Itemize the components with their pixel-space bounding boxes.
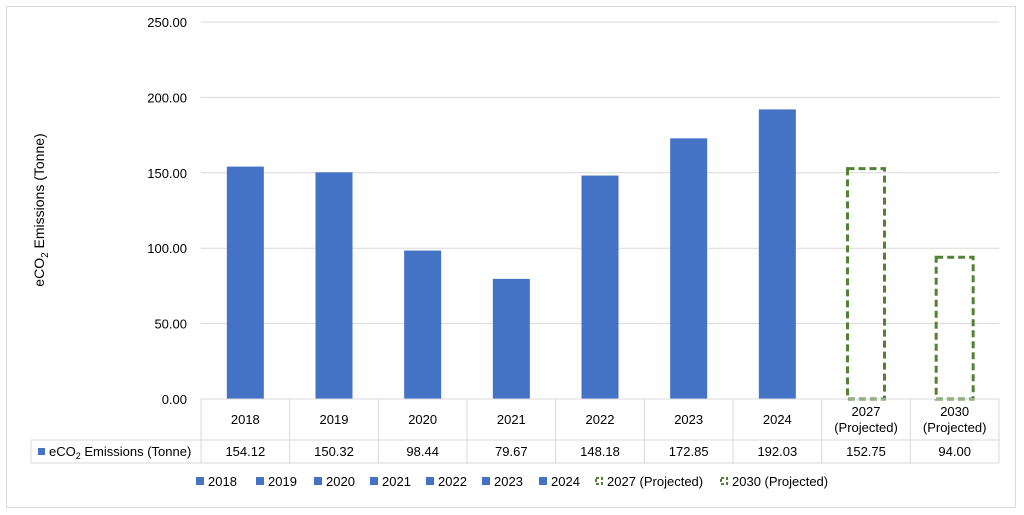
- y-tick-label: 200.00: [147, 90, 187, 105]
- bar: [758, 109, 796, 399]
- legend-key: [426, 477, 434, 485]
- table-value: 98.44: [406, 444, 439, 459]
- y-tick-label: 250.00: [147, 15, 187, 30]
- table-value: 154.12: [225, 444, 265, 459]
- bar-projected: [846, 167, 886, 401]
- legend-label: 2024: [551, 474, 580, 489]
- x-tick-label-sub: (Projected): [834, 420, 898, 435]
- legend-key: [256, 477, 264, 485]
- bar: [492, 278, 530, 399]
- legend-label: 2022: [438, 474, 467, 489]
- table-value: 192.03: [757, 444, 797, 459]
- legend-key: [196, 477, 204, 485]
- x-tick-label: 2023: [674, 412, 703, 427]
- y-tick-label: 100.00: [147, 241, 187, 256]
- legend-label: 2027 (Projected): [607, 474, 703, 489]
- legend-label: 2019: [268, 474, 297, 489]
- table-row-label: eCO2 Emissions (Tonne): [49, 444, 191, 461]
- legend-key: [482, 477, 490, 485]
- y-axis-ticks: 0.00 50.00 100.00 150.00 200.00 250.00: [147, 15, 187, 407]
- y-tick-label: 150.00: [147, 166, 187, 181]
- y-axis-label: eCO2 Emissions (Tonne): [31, 133, 51, 286]
- bar: [226, 166, 264, 399]
- legend-key: [370, 477, 378, 485]
- x-tick-label: 2020: [408, 412, 437, 427]
- table-value: 172.85: [669, 444, 709, 459]
- legend-label: 2018: [208, 474, 237, 489]
- bar: [581, 175, 619, 399]
- table-value: 79.67: [495, 444, 528, 459]
- x-tick-label: 2024: [763, 412, 792, 427]
- y-tick-label: 0.00: [162, 392, 187, 407]
- y-tick-label: 50.00: [154, 317, 187, 332]
- x-tick-label: 2021: [497, 412, 526, 427]
- legend-key: [539, 477, 547, 485]
- legend-label: 2020: [326, 474, 355, 489]
- table-value: 150.32: [314, 444, 354, 459]
- legend-key-projected: [595, 477, 603, 485]
- table-value: 152.75: [846, 444, 886, 459]
- table-value: 94.00: [938, 444, 971, 459]
- legend-label: 2021: [382, 474, 411, 489]
- legend-key-projected: [720, 477, 728, 485]
- x-tick-label: 2018: [231, 412, 260, 427]
- x-tick-label: 2030: [940, 404, 969, 419]
- legend-label: 2023: [494, 474, 523, 489]
- x-tick-label: 2022: [586, 412, 615, 427]
- bar: [670, 138, 708, 399]
- x-tick-label: 2027: [852, 404, 881, 419]
- legend-key: [314, 477, 322, 485]
- bar-projected: [934, 255, 975, 401]
- data-table: 2018 154.12 2019 150.32 2020 98.44 2021 79.67 20…: [30, 398, 1000, 464]
- table-row-legend-key: [38, 448, 45, 455]
- legend: 2018 2019 2020 2021 2022 2023 2024 2027 (Projec…: [196, 474, 828, 489]
- bars: [226, 109, 975, 401]
- bar: [404, 250, 442, 399]
- x-tick-label-sub: (Projected): [923, 420, 987, 435]
- bar: [315, 172, 353, 399]
- table-value: 148.18: [580, 444, 620, 459]
- legend-label: 2030 (Projected): [732, 474, 828, 489]
- chart-frame: [6, 6, 1016, 508]
- x-tick-label: 2019: [320, 412, 349, 427]
